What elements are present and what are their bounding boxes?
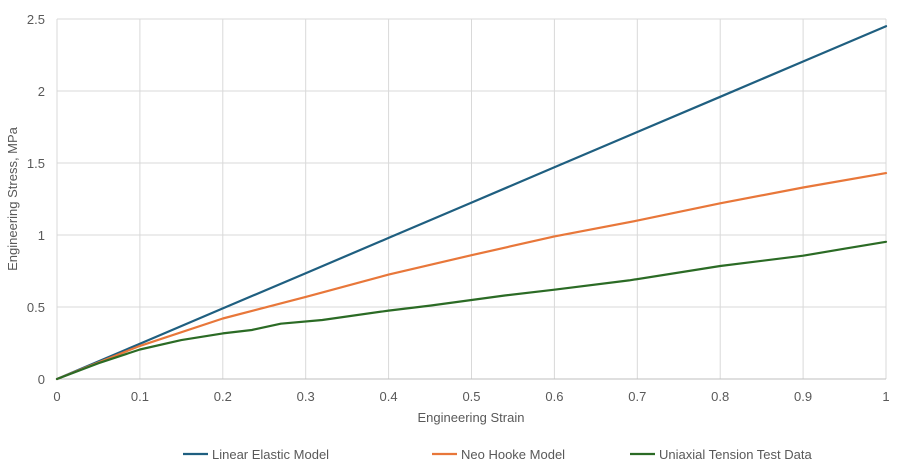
x-tick-label: 0.5: [462, 389, 480, 404]
legend-label: Uniaxial Tension Test Data: [659, 447, 812, 462]
x-tick-label: 0.3: [297, 389, 315, 404]
x-tick-label: 0: [53, 389, 60, 404]
y-tick-label: 0.5: [27, 300, 45, 315]
legend-item: Uniaxial Tension Test Data: [630, 447, 812, 462]
x-tick-label: 0.1: [131, 389, 149, 404]
legend-label: Neo Hooke Model: [461, 447, 565, 462]
x-tick-label: 0.7: [628, 389, 646, 404]
x-axis-title: Engineering Strain: [418, 410, 525, 425]
y-tick-label: 0: [38, 372, 45, 387]
x-tick-label: 0.9: [794, 389, 812, 404]
gridlines: [57, 18, 887, 379]
x-tick-label: 0.6: [545, 389, 563, 404]
y-tick-label: 1.5: [27, 156, 45, 171]
series-line-neo-hooke-model: [55, 172, 888, 381]
legend-item: Neo Hooke Model: [432, 447, 565, 462]
y-tick-label: 2.5: [27, 12, 45, 27]
y-tick-label: 2: [38, 84, 45, 99]
legend: Linear Elastic Model Neo Hooke Model Uniax…: [183, 447, 812, 462]
y-axis-title: Engineering Stress, MPa: [5, 126, 20, 271]
legend-label: Linear Elastic Model: [212, 447, 329, 462]
series-line-uniaxial-tension-test-data: [55, 240, 888, 381]
x-tick-label: 0.8: [711, 389, 729, 404]
y-tick-label: 1: [38, 228, 45, 243]
x-tick-label: 0.2: [214, 389, 232, 404]
series-lines: [55, 25, 888, 381]
x-tick-label: 1: [882, 389, 889, 404]
legend-item: Linear Elastic Model: [183, 447, 329, 462]
x-tick-label: 0.4: [380, 389, 398, 404]
series-line-linear-elastic-model: [55, 25, 888, 381]
tick-labels: 0 0.1 0.2 0.3 0.4 0.5 0.6 0.7 0.8 0.9 1 0 0.5 1 1.5 2 2.…: [27, 12, 890, 404]
axes: [56, 19, 886, 380]
